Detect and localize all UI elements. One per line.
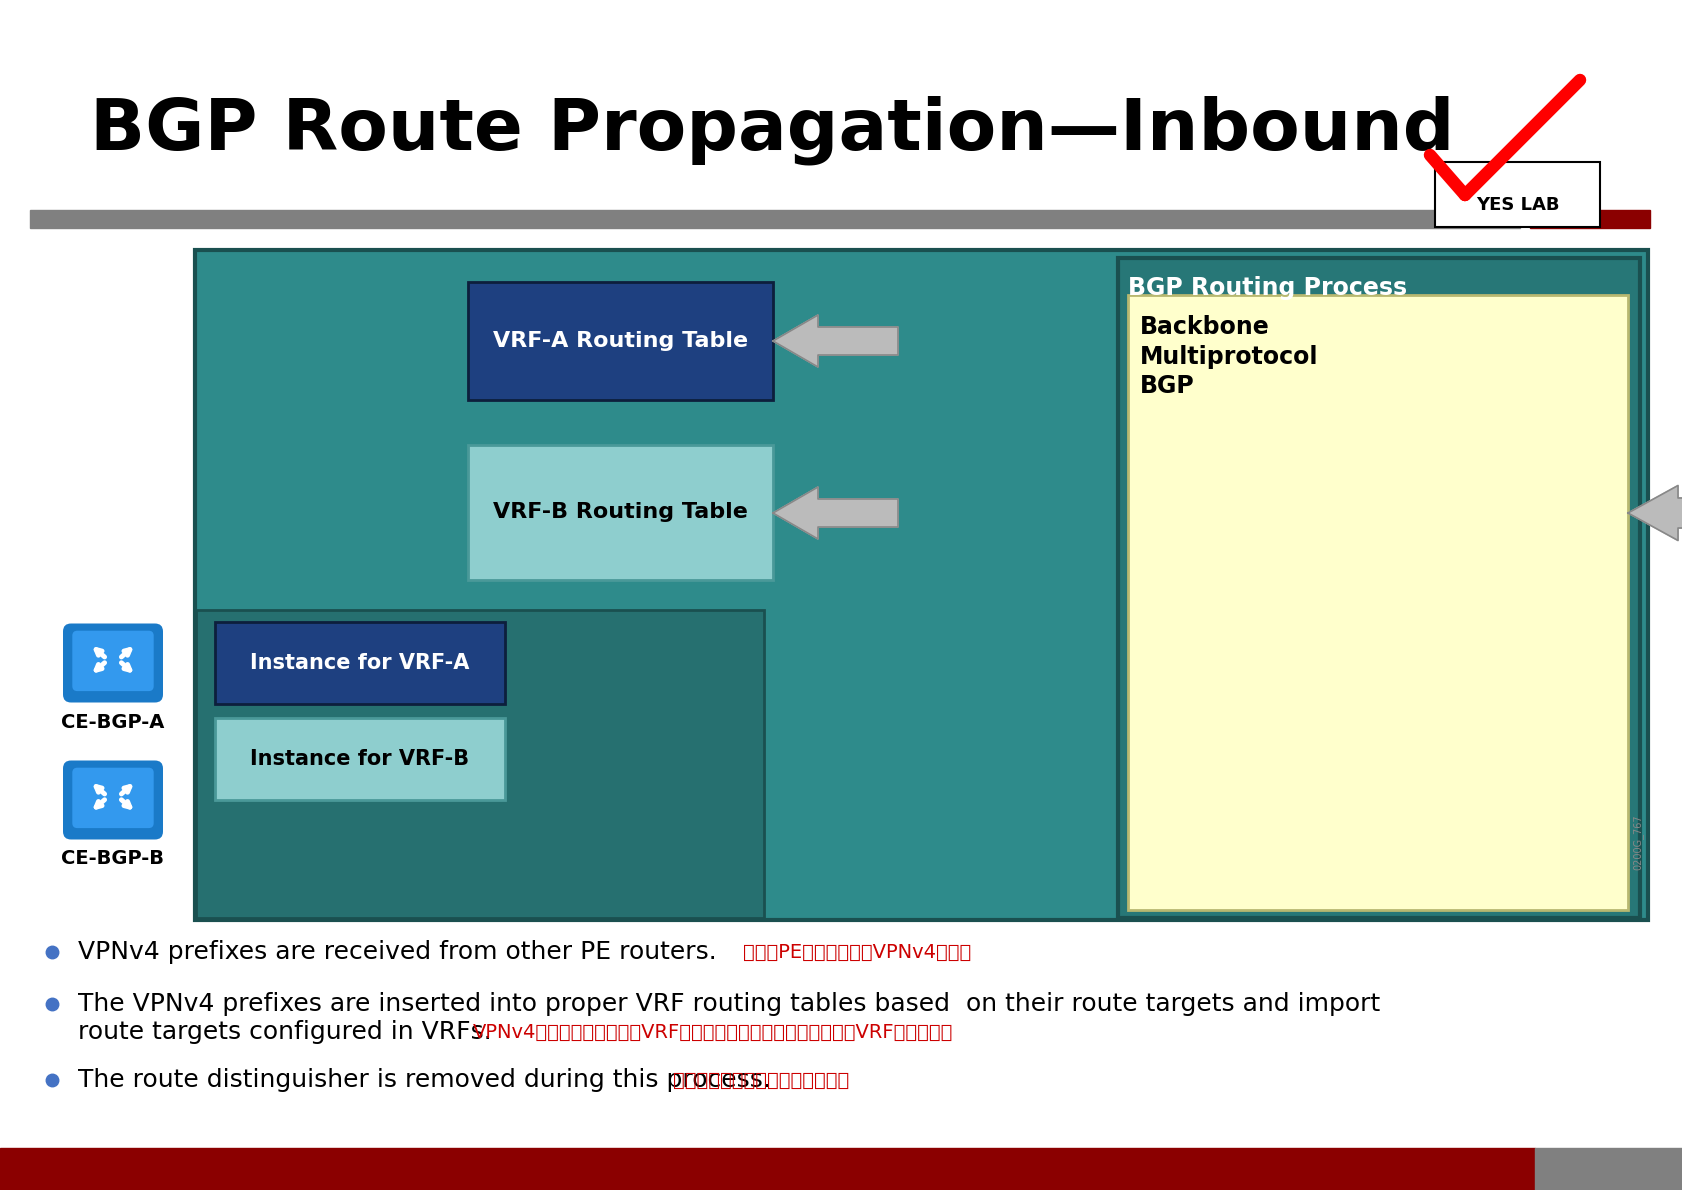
Text: BGP Routing Process: BGP Routing Process	[1127, 276, 1406, 300]
Text: 在此过程中，路由标识符被删除。: 在此过程中，路由标识符被删除。	[673, 1071, 849, 1090]
FancyBboxPatch shape	[72, 631, 153, 691]
Bar	[1435, 162, 1600, 227]
Text: VPNv4前缀根据路由目标和VRF中配置的导入路由目标插入正确的VRF路由表中。: VPNv4前缀根据路由目标和VRF中配置的导入路由目标插入正确的VRF路由表中。	[473, 1022, 952, 1041]
FancyBboxPatch shape	[468, 282, 772, 400]
Bar	[30, 209, 1519, 228]
Text: Instance for VRF-A: Instance for VRF-A	[251, 653, 469, 674]
FancyBboxPatch shape	[195, 610, 764, 917]
Polygon shape	[772, 487, 898, 539]
Text: 从其仞PE路由器接收到VPNv4前缀。: 从其仞PE路由器接收到VPNv4前缀。	[742, 942, 971, 962]
Text: BGP Route Propagation—Inbound: BGP Route Propagation—Inbound	[89, 95, 1453, 164]
Bar	[0, 1148, 1534, 1190]
Text: YES LAB: YES LAB	[1475, 196, 1558, 214]
Bar	[1534, 1148, 1682, 1190]
Bar	[1529, 209, 1648, 228]
FancyBboxPatch shape	[215, 718, 505, 800]
Text: CE-BGP-B: CE-BGP-B	[62, 848, 165, 868]
Text: CE-BGP-A: CE-BGP-A	[61, 713, 165, 732]
Polygon shape	[1626, 486, 1682, 540]
FancyBboxPatch shape	[1127, 295, 1626, 910]
Text: route targets configured in VRFs.: route targets configured in VRFs.	[77, 1020, 500, 1044]
Text: VRF-A Routing Table: VRF-A Routing Table	[493, 331, 747, 351]
FancyBboxPatch shape	[72, 768, 153, 828]
Text: The route distinguisher is removed during this process.: The route distinguisher is removed durin…	[77, 1067, 770, 1092]
Text: Instance for VRF-B: Instance for VRF-B	[251, 749, 469, 769]
FancyBboxPatch shape	[1117, 258, 1638, 917]
Polygon shape	[772, 315, 898, 367]
FancyBboxPatch shape	[195, 250, 1647, 920]
Text: The VPNv4 prefixes are inserted into proper VRF routing tables based  on their r: The VPNv4 prefixes are inserted into pro…	[77, 992, 1379, 1016]
Text: 0200G_767: 0200G_767	[1632, 814, 1643, 870]
FancyBboxPatch shape	[215, 622, 505, 704]
FancyBboxPatch shape	[468, 445, 772, 580]
FancyBboxPatch shape	[62, 624, 163, 702]
Text: VRF-B Routing Table: VRF-B Routing Table	[493, 502, 747, 522]
Text: VPNv4 prefixes are received from other PE routers.: VPNv4 prefixes are received from other P…	[77, 940, 717, 964]
Text: Backbone
Multiprotocol
BGP: Backbone Multiprotocol BGP	[1139, 315, 1317, 399]
FancyBboxPatch shape	[62, 760, 163, 839]
